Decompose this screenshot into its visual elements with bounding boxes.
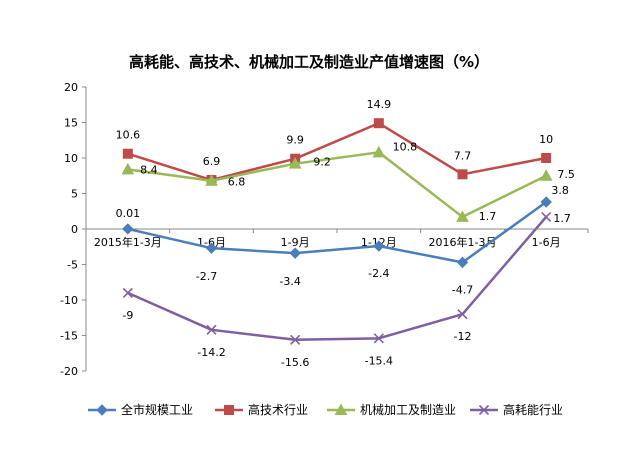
data-point (289, 247, 301, 259)
x-tick-label: 1-9月 (281, 236, 310, 249)
data-point (457, 169, 468, 180)
data-point (373, 118, 384, 129)
data-point (206, 324, 217, 335)
legend-marker (478, 404, 490, 416)
x-tick-label: 1-6月 (532, 236, 561, 249)
legend-item: 机械加工及制造业 (327, 402, 456, 417)
x-marker-stroke (290, 334, 301, 345)
x-marker-stroke (478, 404, 490, 416)
y-tick-label: -10 (60, 294, 78, 307)
data-label: 6.8 (228, 176, 246, 189)
y-tick-label: 15 (64, 117, 78, 130)
legend-item: 高技术行业 (215, 402, 308, 417)
data-point (288, 157, 302, 169)
data-point (205, 174, 218, 186)
data-label: -15.6 (281, 356, 309, 369)
data-label: 10.6 (116, 129, 141, 142)
data-point (541, 211, 552, 222)
x-tick-label: 2016年1-3月 (429, 235, 497, 249)
data-label: 7.5 (557, 168, 575, 181)
data-point (290, 334, 301, 345)
data-point (456, 256, 469, 269)
data-point (373, 240, 385, 252)
data-label: 9.9 (286, 134, 304, 147)
data-label: 3.8 (551, 184, 569, 197)
data-label: 8.4 (140, 163, 158, 176)
series-energy (122, 211, 552, 345)
data-point (122, 148, 133, 159)
x-marker-stroke (457, 309, 468, 320)
data-point (205, 242, 218, 254)
data-label: -9 (122, 309, 133, 322)
data-label: -12 (454, 330, 472, 343)
data-point (539, 169, 553, 181)
legend-marker (224, 405, 234, 415)
data-point (457, 309, 468, 320)
y-tick-label: -15 (60, 330, 78, 343)
data-label: -3.4 (279, 275, 300, 288)
data-point (121, 162, 135, 175)
series-line (127, 121, 547, 182)
legend-item: 全市规模工业 (88, 402, 193, 417)
series-line (127, 201, 547, 264)
y-tick-label: 10 (64, 152, 78, 165)
data-label: 10.8 (393, 140, 418, 153)
data-label: 1.7 (553, 212, 571, 225)
data-point (372, 145, 386, 158)
data-label: 1.7 (479, 210, 497, 223)
data-point (122, 223, 134, 235)
data-point (541, 153, 552, 163)
series-line (127, 151, 547, 219)
data-label: -15.4 (365, 354, 393, 367)
x-marker-stroke (122, 287, 133, 298)
y-tick-label: -20 (60, 365, 78, 378)
x-tick-label: 2015年1-3月 (94, 235, 162, 249)
series-total (122, 196, 552, 269)
data-point (122, 287, 133, 298)
data-label: 10 (539, 133, 553, 146)
data-point (456, 210, 469, 222)
data-point (373, 333, 384, 344)
y-tick-label: 5 (71, 188, 78, 201)
data-label: 0.01 (116, 207, 141, 220)
data-label: 9.2 (313, 156, 331, 169)
legend-label: 机械加工及制造业 (360, 402, 456, 417)
legend-label: 全市规模工业 (121, 402, 193, 417)
x-marker-stroke (206, 324, 217, 335)
y-tick-label: -5 (67, 259, 78, 272)
y-tick-label: 20 (64, 81, 78, 94)
x-marker-stroke (541, 211, 552, 222)
data-label: -4.7 (452, 283, 473, 296)
y-tick-label: 0 (71, 223, 78, 236)
data-label: 14.9 (367, 98, 392, 111)
data-label: 6.9 (203, 155, 221, 168)
data-label: -2.7 (196, 270, 217, 283)
legend-marker (96, 404, 108, 416)
legend-label: 高技术行业 (248, 402, 308, 417)
data-label: 7.7 (454, 149, 472, 162)
legend-marker (334, 403, 348, 415)
data-label: -2.4 (368, 267, 389, 280)
legend-item: 高耗能行业 (470, 402, 563, 417)
series-hightech (122, 118, 552, 186)
data-label: -14.2 (197, 346, 225, 359)
series-machinery (121, 145, 553, 222)
data-point (540, 196, 552, 208)
x-marker-stroke (373, 333, 384, 344)
chart-title: 高耗能、高技术、机械加工及制造业产值增速图（%） (129, 53, 489, 71)
series-line (127, 216, 548, 342)
legend-label: 高耗能行业 (503, 402, 563, 417)
